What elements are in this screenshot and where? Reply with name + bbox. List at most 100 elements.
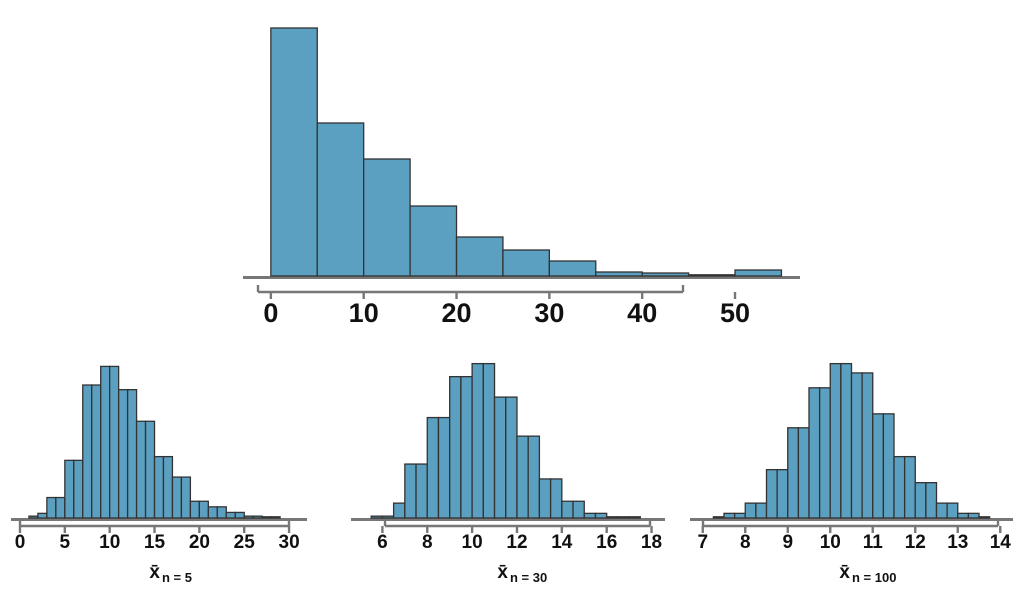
histogram-bar [641, 272, 690, 277]
histogram-bar [55, 496, 66, 519]
panel-caption: x̄ n = 5 [149, 562, 192, 585]
x-tick-label: 10 [349, 298, 379, 328]
x-tick-label: 0 [15, 532, 26, 553]
histogram-bar [787, 427, 800, 519]
x-tick-label: 16 [596, 532, 617, 553]
bars-group [370, 362, 641, 519]
x-tick-label: 14 [551, 532, 573, 553]
histogram-bar [850, 372, 863, 519]
histogram-bar [946, 502, 959, 519]
x-tick-label: 10 [820, 532, 841, 553]
caption-sample-size: n = 100 [852, 570, 896, 585]
histogram-bar [117, 389, 129, 519]
histogram-bar [363, 158, 411, 277]
histogram-bar [216, 506, 227, 519]
histogram-bar [893, 455, 906, 519]
histogram-bar [548, 260, 597, 277]
x-tick-label: 20 [441, 298, 471, 328]
histogram-bar [449, 375, 462, 519]
histogram-bar [144, 420, 156, 519]
caption-xbar-symbol: x̄ [839, 562, 850, 583]
histogram-bar [840, 362, 853, 519]
histogram-bar [712, 516, 725, 519]
histogram-bar [64, 459, 75, 519]
caption-xbar-symbol: x̄ [497, 562, 508, 583]
histogram-bar [126, 389, 138, 519]
histogram-bar [572, 500, 585, 519]
histogram-bar [914, 482, 927, 519]
histogram-bar [861, 372, 874, 519]
histogram-bar [872, 413, 885, 519]
x-tick-label: 9 [783, 532, 794, 553]
histogram-bar [765, 468, 778, 519]
histogram-bar [538, 478, 552, 519]
histogram-bar [180, 476, 192, 519]
histogram-bar [935, 502, 948, 519]
histogram-bar [734, 269, 783, 277]
histogram-bar [261, 516, 272, 519]
x-tick-label: 12 [506, 532, 527, 553]
histogram-bar [91, 384, 102, 519]
histogram-bar [723, 512, 736, 519]
panel-caption: x̄ n = 30 [497, 562, 547, 585]
histogram-bar [415, 463, 428, 519]
histogram-bar [381, 515, 395, 519]
x-tick-label: 10 [99, 532, 120, 553]
bars-group [270, 27, 783, 277]
histogram-bar [687, 274, 736, 277]
x-tick-label: 0 [263, 298, 278, 328]
x-tick-label: 12 [905, 532, 926, 553]
x-axis [701, 519, 1002, 533]
histogram-bar [829, 362, 842, 519]
histogram-bar [471, 362, 484, 519]
histogram-bar [135, 420, 147, 519]
chart-sampling-distribution-n30: 6 8 10 12 14 16 18 x̄ n = 30 [351, 362, 665, 585]
histogram-bar [978, 516, 991, 519]
histogram-bar [594, 512, 608, 519]
histogram-bar [37, 512, 48, 519]
histogram-bar [516, 435, 529, 519]
histogram-bar [776, 468, 789, 519]
x-tick-label: 25 [234, 532, 256, 553]
x-tick-label: 20 [189, 532, 210, 553]
histogram-bar [404, 463, 417, 519]
histogram-bar [316, 122, 365, 277]
histogram-bar [73, 459, 84, 519]
x-tick-label: 11 [863, 532, 884, 553]
x-tick-label: 30 [279, 532, 300, 553]
histogram-bar [549, 478, 563, 519]
x-tick-label: 18 [641, 532, 662, 553]
x-tick-label: 50 [720, 298, 750, 328]
x-tick-label: 5 [60, 532, 71, 553]
histogram-bar [46, 496, 57, 519]
chart-population-distribution: 0 10 20 30 40 50 [243, 27, 800, 328]
histogram-bar [109, 365, 120, 519]
histogram-bar [502, 249, 550, 277]
x-tick-label: 40 [627, 298, 657, 328]
x-tick-label: 14 [990, 532, 1012, 553]
panel-caption: x̄ n = 100 [839, 562, 896, 585]
histogram-bar [243, 515, 254, 519]
histogram-bar [426, 416, 440, 519]
histogram-bar [628, 516, 641, 519]
x-tick-label: 8 [740, 532, 751, 553]
histogram-bar [252, 515, 263, 519]
histogram-bar [392, 502, 406, 519]
histogram-bar [270, 516, 281, 519]
x-tick-label: 30 [534, 298, 564, 328]
histogram-bar [561, 500, 574, 519]
histogram-bar [744, 502, 757, 519]
histogram-bar [617, 516, 630, 519]
histogram-bar [207, 506, 218, 519]
histogram-bar [797, 427, 810, 519]
x-tick-label: 15 [144, 532, 166, 553]
histogram-bar [189, 500, 201, 519]
histogram-bar [171, 476, 183, 519]
histogram-bar [455, 236, 504, 277]
x-tick-label: 10 [462, 532, 483, 553]
histogram-bar [234, 511, 245, 519]
histogram-bar [198, 500, 209, 519]
histogram-bar [882, 413, 895, 519]
